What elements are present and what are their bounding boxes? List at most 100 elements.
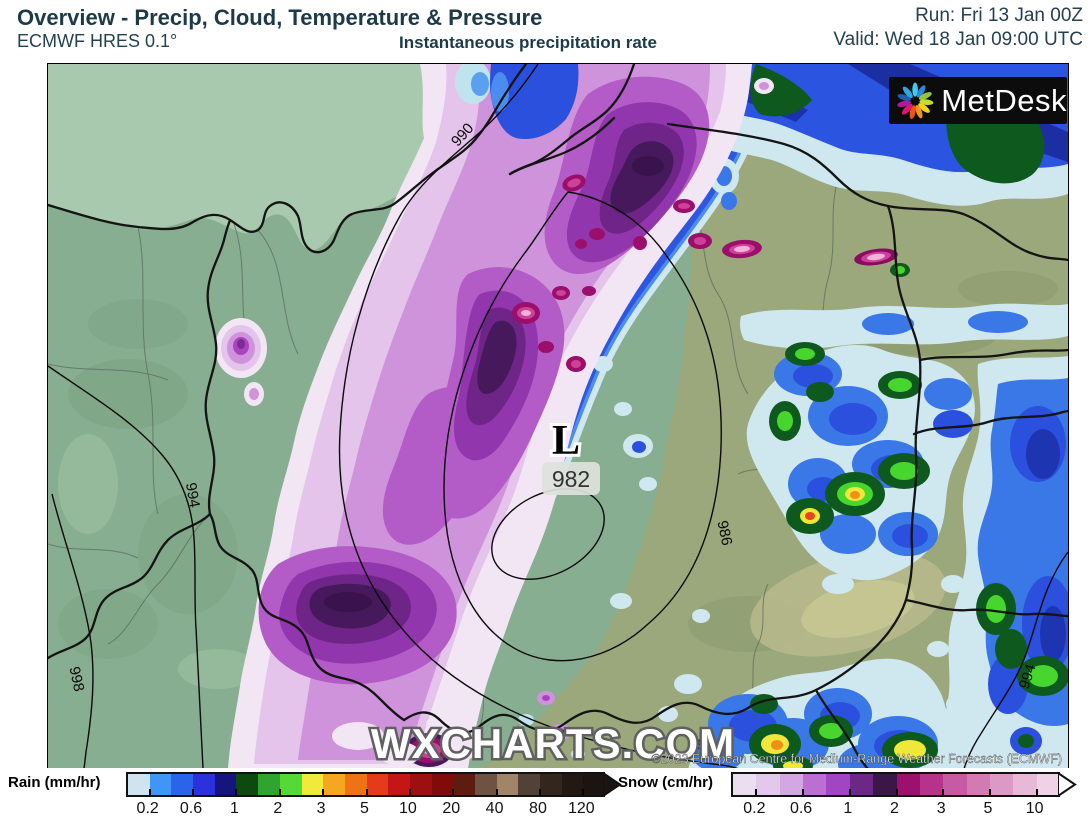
legend-segment	[989, 774, 1014, 795]
legend-segment	[366, 774, 389, 795]
legend-tick	[495, 789, 498, 795]
low-value-box	[542, 462, 600, 495]
legend-tick-label: 1	[843, 800, 853, 817]
legend-tick	[942, 789, 945, 795]
legend-segment	[279, 774, 302, 795]
legend-segment	[409, 774, 432, 795]
legend-tick-label: 5	[983, 800, 993, 817]
low-pressure-marker: L 982	[542, 415, 600, 495]
legend-tick	[452, 789, 455, 795]
legend-tick	[755, 789, 758, 795]
contour-label-994-left: 994	[182, 481, 203, 509]
legend-tick	[1035, 789, 1038, 795]
legend-segment	[193, 774, 215, 795]
legend-arrow	[1058, 772, 1077, 797]
legend-segment	[849, 774, 874, 795]
legend-tick	[408, 789, 411, 795]
metdesk-starburst-icon	[897, 82, 934, 119]
watermark: WXCHARTS.COM	[371, 720, 735, 767]
legend-tick	[802, 789, 805, 795]
legend-segment	[344, 774, 367, 795]
legend-tick-label: 3	[316, 800, 326, 817]
legend-segment	[431, 774, 454, 795]
legend-segment	[301, 774, 324, 795]
country-borders	[48, 64, 1068, 769]
legend-segment	[583, 774, 606, 795]
legend-segment	[756, 774, 780, 795]
rain-bar-zone-strip	[126, 772, 606, 797]
legend-tick	[988, 789, 991, 795]
legend-segment	[475, 774, 497, 795]
metdesk-logo: MetDesk	[889, 77, 1067, 124]
legend-segment	[561, 774, 584, 795]
snow-legend-label: Snow (cm/hr)	[618, 774, 714, 791]
legend-segment	[733, 774, 757, 795]
legend-tick-label: 10	[1025, 800, 1044, 817]
product-label: Instantaneous precipitation rate	[399, 33, 657, 52]
legend-tick-label: 10	[398, 800, 417, 817]
pressure-contours	[48, 64, 1068, 769]
rain-right-edge	[927, 356, 1068, 769]
legend-tick	[148, 789, 151, 795]
legend-segment	[236, 774, 259, 795]
legend-segment	[873, 774, 897, 795]
metdesk-wordmark: MetDesk	[941, 82, 1067, 118]
legend-tick-label: 40	[485, 800, 504, 817]
legend-segment	[388, 774, 410, 795]
legend-tick	[365, 789, 368, 795]
legend-tick	[322, 789, 325, 795]
legend-segment	[943, 774, 967, 795]
legend-tick-label: 5	[360, 800, 369, 817]
legend-tick	[848, 789, 851, 795]
snow-band	[228, 64, 752, 769]
valid-time-label: Valid: Wed 18 Jan 09:00 UTC	[833, 29, 1083, 50]
weather-map: 990 990 994 994 998 986 L 982 WXCHARTS.C…	[47, 63, 1069, 770]
legend-segment	[453, 774, 475, 795]
legend-segment	[128, 774, 150, 795]
legend-tick	[895, 789, 898, 795]
legend-tick	[582, 789, 585, 795]
legend-tick-label: 0.2	[136, 800, 159, 817]
rain-bits-mid	[593, 356, 710, 623]
legend-segment	[896, 774, 920, 795]
legend-tick-label: 1	[229, 800, 239, 817]
rain-cluster-bottom	[658, 658, 958, 769]
legend-segment	[1013, 774, 1037, 795]
legend-tick-label: 2	[890, 800, 899, 817]
run-time-label: Run: Fri 13 Jan 00Z	[915, 5, 1083, 26]
legend-segment	[803, 774, 827, 795]
legend-segment	[323, 774, 345, 795]
legend-segment	[214, 774, 237, 795]
legend-arrow	[603, 772, 622, 797]
legend-tick	[538, 789, 541, 795]
contour-label-998: 998	[65, 665, 87, 693]
model-label: ECMWF HRES 0.1°	[17, 31, 178, 51]
legend-tick-label: 2	[273, 800, 283, 817]
contour-label-994-right: 994	[1016, 662, 1040, 691]
legend-segment	[258, 774, 280, 795]
legend-tick-label: 0.6	[179, 800, 203, 817]
snow-bar-zone-strip	[731, 772, 1061, 797]
legend-segment	[518, 774, 541, 795]
copyright: ©2023 European Centre for Medium-Range W…	[651, 752, 1062, 766]
legend-tick	[235, 789, 238, 795]
legend-segment	[779, 774, 804, 795]
legend: Rain (mm/hr) Snow (cm/hr) 0.2 0.6 1 2 3 5 10 20…	[0, 768, 1089, 835]
page-title: Overview - Precip, Cloud, Temperature & …	[17, 5, 543, 30]
legend-tick	[278, 789, 281, 795]
legend-segment	[171, 774, 194, 795]
legend-segment	[966, 774, 990, 795]
legend-segment	[1036, 774, 1061, 795]
contour-label-986: 986	[713, 519, 735, 547]
rain-legend-label: Rain (mm/hr)	[8, 774, 101, 791]
legend-segment	[540, 774, 562, 795]
legend-tick-label: 0.6	[789, 800, 813, 817]
legend-tick-label: 80	[529, 800, 547, 817]
low-value: 982	[552, 466, 590, 492]
low-symbol: L	[552, 418, 580, 464]
map-canvas: 990 990 994 994 998 986 L 982 WXCHARTS.C…	[48, 64, 1068, 769]
contour-labels: 990 990 994 994 998 986	[65, 120, 1039, 761]
legend-tick-label: 20	[442, 800, 461, 817]
legend-tick	[192, 789, 195, 795]
